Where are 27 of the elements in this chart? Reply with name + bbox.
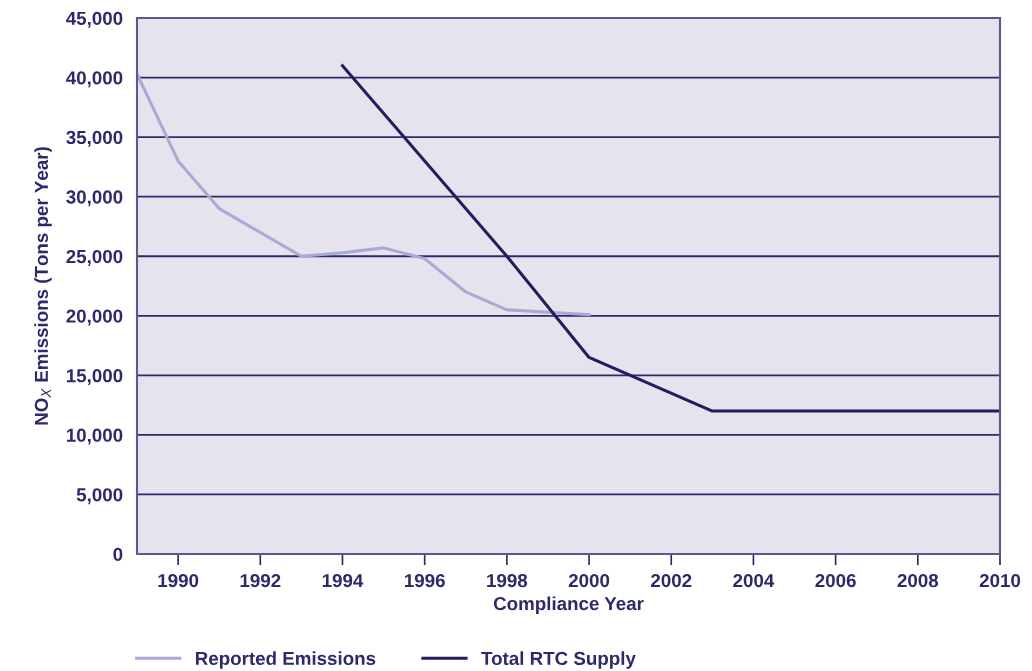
- y-tick-label: 45,000: [66, 11, 123, 28]
- y-tick-label: 5,000: [76, 488, 123, 505]
- legend-label: Total RTC Supply: [481, 651, 636, 669]
- x-tick-label: 2002: [651, 573, 692, 588]
- y-tick-label: 35,000: [66, 130, 123, 147]
- y-tick-label: 20,000: [66, 309, 123, 326]
- y-tick-label: 0: [113, 547, 123, 561]
- y-axis-title: NO$_{X}$ Emissions (Tons per Year): [34, 147, 52, 425]
- x-tick-label: 2008: [897, 573, 939, 588]
- x-tick-label: 1998: [487, 573, 528, 588]
- x-tick-label: 1996: [404, 573, 445, 588]
- line-series: [137, 72, 591, 317]
- y-tick-label: 25,000: [66, 249, 123, 266]
- x-axis-title: Compliance Year: [493, 596, 644, 614]
- x-tick-label: 2000: [568, 573, 610, 588]
- y-tick-label: 30,000: [66, 190, 123, 207]
- x-tick-label: 1992: [240, 573, 281, 588]
- x-tick-label: 2010: [979, 573, 1021, 588]
- legend-label: Reported Emissions: [195, 651, 376, 669]
- x-tick-label: 1994: [322, 573, 364, 588]
- y-tick-label: 15,000: [66, 369, 123, 386]
- x-tick-label: 1990: [158, 573, 199, 588]
- y-tick-label: 10,000: [66, 428, 123, 445]
- x-tick-label: 2006: [815, 573, 856, 588]
- line-series: [340, 64, 1000, 413]
- x-tick-label: 2004: [733, 573, 775, 588]
- y-tick-label: 40,000: [66, 71, 123, 88]
